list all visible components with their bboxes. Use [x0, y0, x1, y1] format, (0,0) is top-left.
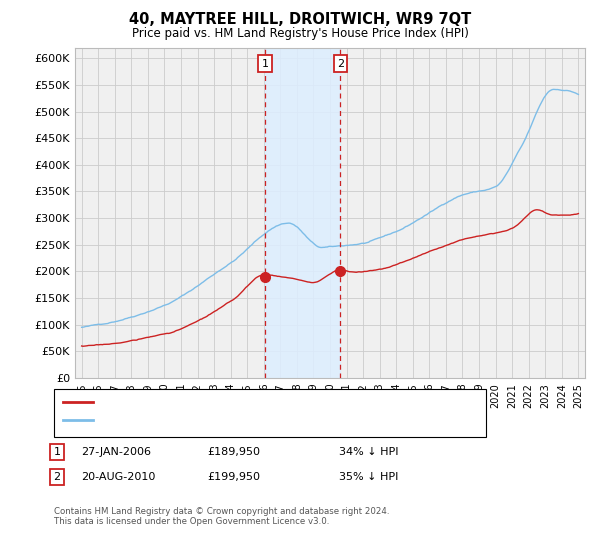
Bar [265, 48, 340, 378]
Text: 20-AUG-2010: 20-AUG-2010 [81, 472, 155, 482]
Text: 40, MAYTREE HILL, DROITWICH, WR9 7QT (detached house): 40, MAYTREE HILL, DROITWICH, WR9 7QT (de… [99, 396, 410, 407]
Text: 40, MAYTREE HILL, DROITWICH, WR9 7QT: 40, MAYTREE HILL, DROITWICH, WR9 7QT [129, 12, 471, 27]
Text: 2: 2 [53, 472, 61, 482]
Text: 34% ↓ HPI: 34% ↓ HPI [339, 447, 398, 457]
Text: HPI: Average price, detached house, Wychavon: HPI: Average price, detached house, Wych… [99, 415, 346, 425]
Text: 27-JAN-2006: 27-JAN-2006 [81, 447, 151, 457]
Text: Price paid vs. HM Land Registry's House Price Index (HPI): Price paid vs. HM Land Registry's House … [131, 27, 469, 40]
Text: 35% ↓ HPI: 35% ↓ HPI [339, 472, 398, 482]
Text: 2: 2 [337, 59, 344, 68]
Text: 1: 1 [262, 59, 268, 68]
Text: £199,950: £199,950 [207, 472, 260, 482]
Text: 1: 1 [53, 447, 61, 457]
Text: Contains HM Land Registry data © Crown copyright and database right 2024.
This d: Contains HM Land Registry data © Crown c… [54, 507, 389, 526]
Text: £189,950: £189,950 [207, 447, 260, 457]
